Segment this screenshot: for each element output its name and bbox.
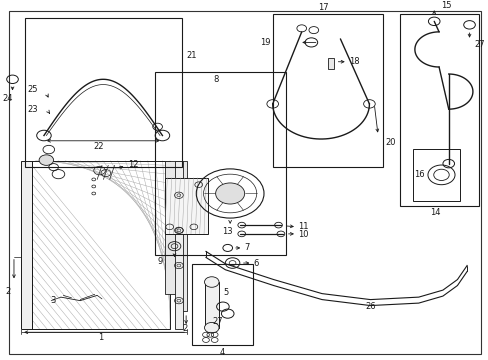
Bar <box>155 72 285 255</box>
Circle shape <box>215 183 244 204</box>
Text: 4: 4 <box>220 348 225 357</box>
Bar <box>165 161 177 294</box>
Text: 14: 14 <box>429 208 439 217</box>
Bar <box>327 58 333 69</box>
Circle shape <box>39 155 54 165</box>
Text: 16: 16 <box>413 170 424 179</box>
Text: 13: 13 <box>222 227 233 236</box>
Text: 18: 18 <box>348 57 359 66</box>
Bar <box>177 161 187 311</box>
Text: 12: 12 <box>128 160 139 169</box>
Circle shape <box>204 277 219 287</box>
Bar <box>272 14 382 167</box>
Text: 25: 25 <box>27 85 38 94</box>
Bar <box>412 149 459 201</box>
Text: 27: 27 <box>212 317 223 326</box>
Bar <box>192 265 252 345</box>
Text: 5: 5 <box>223 288 228 297</box>
Text: 20: 20 <box>385 138 395 147</box>
Bar <box>204 282 219 328</box>
Bar <box>174 161 183 329</box>
Text: 15: 15 <box>441 1 451 10</box>
Text: 21: 21 <box>186 51 197 60</box>
Text: 24: 24 <box>2 94 13 103</box>
Text: 23: 23 <box>27 105 38 114</box>
Text: 8: 8 <box>212 75 218 84</box>
Text: 6: 6 <box>253 258 258 267</box>
Text: 2: 2 <box>182 324 187 333</box>
Circle shape <box>204 323 219 333</box>
Text: 3: 3 <box>51 296 56 305</box>
Bar <box>24 18 182 167</box>
Bar <box>164 178 208 234</box>
Text: 9: 9 <box>157 257 163 266</box>
Text: 26: 26 <box>365 302 375 311</box>
Text: 22: 22 <box>93 141 103 150</box>
Bar <box>400 14 478 206</box>
Text: 10: 10 <box>297 230 308 239</box>
Bar <box>32 161 170 329</box>
Text: 7: 7 <box>244 243 249 252</box>
Text: 19: 19 <box>259 38 270 47</box>
Text: 27: 27 <box>473 40 484 49</box>
Text: 17: 17 <box>317 3 327 12</box>
Text: 11: 11 <box>297 222 308 231</box>
Text: 1: 1 <box>98 333 103 342</box>
Bar <box>21 161 32 329</box>
Text: 2: 2 <box>5 287 11 296</box>
